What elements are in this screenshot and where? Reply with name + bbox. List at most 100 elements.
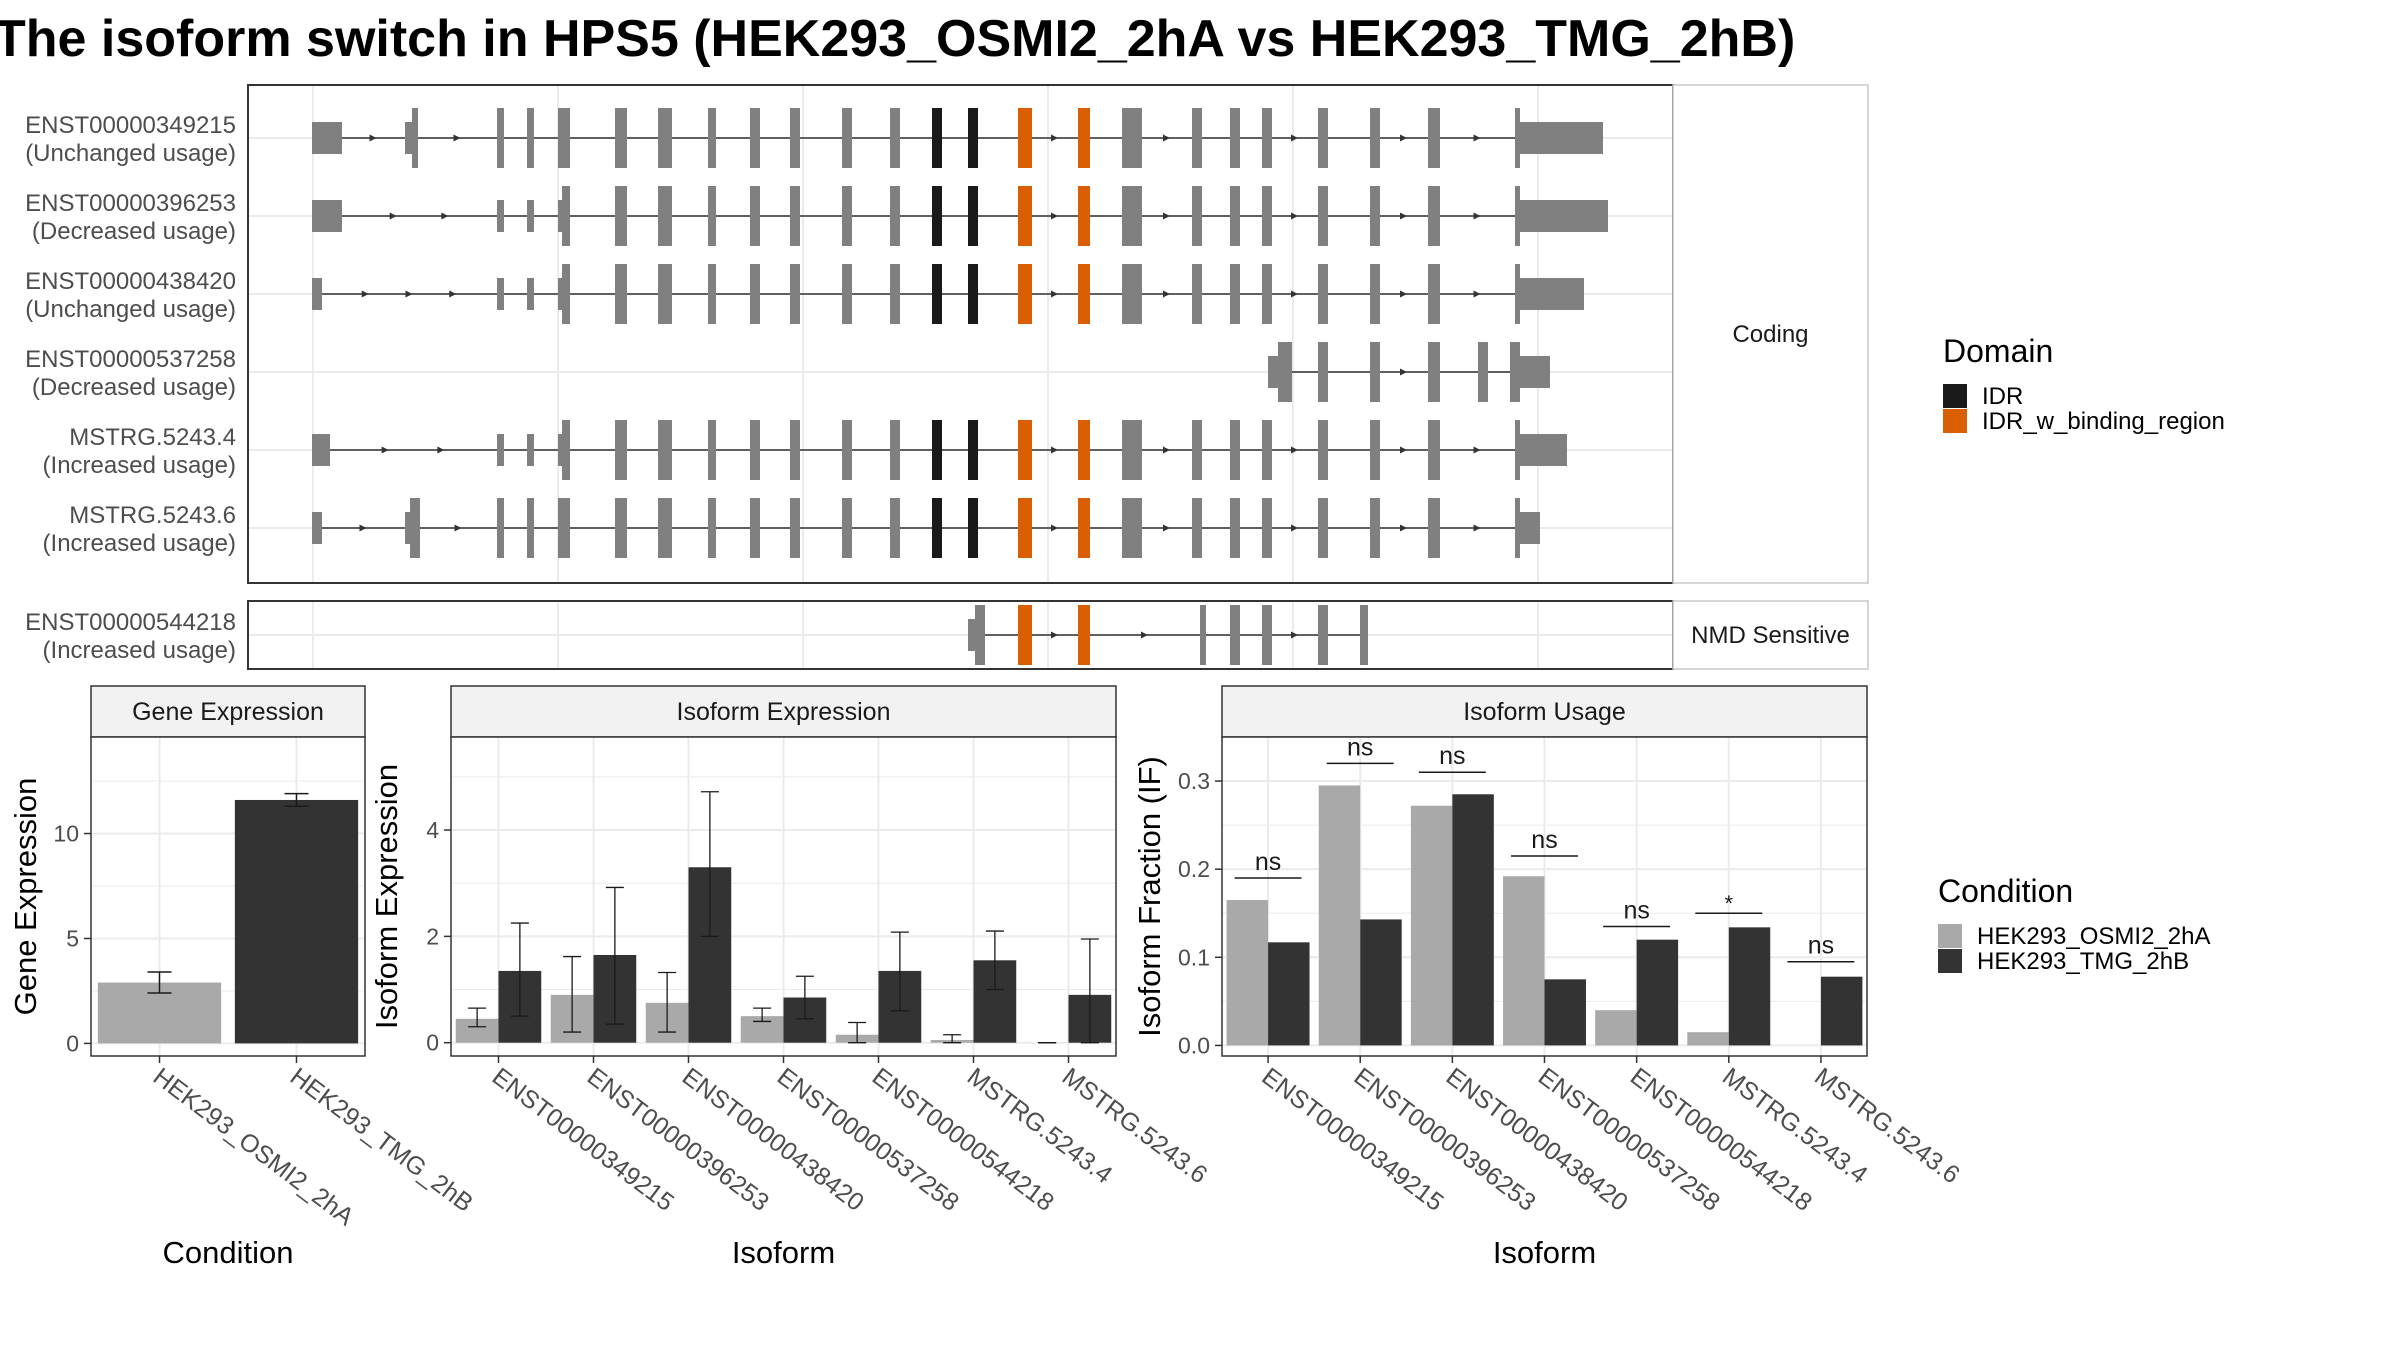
isoform-id-label: MSTRG.5243.4 <box>69 424 236 451</box>
transcript-ENST00000349215-exon <box>842 108 852 168</box>
transcript-ENST00000438420-exon <box>790 264 800 324</box>
isoform-id-label: ENST00000544218 <box>25 609 236 636</box>
transcript-ENST00000396253-strand-arrow <box>1051 212 1058 220</box>
transcript-MSTRG.5243.4-exon <box>1230 420 1240 480</box>
transcript-ENST00000438420-exon <box>527 278 534 310</box>
domain-legend-label: IDR_w_binding_region <box>1982 408 2225 435</box>
transcript-MSTRG.5243.4-exon <box>1192 420 1202 480</box>
transcript-ENST00000349215-strand-arrow <box>369 134 377 142</box>
transcript-MSTRG.5243.4-exon <box>790 420 800 480</box>
transcript-ENST00000438420-exon <box>558 278 562 310</box>
transcript-ENST00000349215-exon <box>750 108 760 168</box>
bar <box>1452 794 1494 1046</box>
transcript-ENST00000537258-exon <box>1268 356 1278 388</box>
transcript-ENST00000537258-strand-arrow <box>1400 368 1407 376</box>
transcript-MSTRG.5243.4-exon <box>750 420 760 480</box>
transcript-ENST00000438420-exon <box>890 264 900 324</box>
transcript-ENST00000438420-exon <box>842 264 852 324</box>
transcript-ENST00000438420-exon <box>1262 264 1272 324</box>
transcript-ENST00000537258-exon <box>1520 356 1550 388</box>
transcript-ENST00000396253-exon <box>527 200 534 232</box>
transcript-ENST00000438420-idr-domain <box>932 264 942 324</box>
transcript-ENST00000396253-exon <box>1370 186 1380 246</box>
transcript-MSTRG.5243.4-exon <box>558 434 562 466</box>
transcript-ENST00000349215-idr-binding-domain <box>1018 108 1032 168</box>
transcript-MSTRG.5243.6-exon <box>1262 498 1272 558</box>
transcript-ENST00000396253-exon <box>1520 200 1608 232</box>
transcript-ENST00000349215-strand-arrow <box>1051 134 1058 142</box>
transcript-ENST00000438420-exon <box>1515 264 1520 324</box>
chart-strip <box>1221 685 1868 738</box>
transcript-ENST00000544218-exon <box>1200 605 1206 665</box>
transcript-ENST00000544218-exon <box>968 619 975 651</box>
domain-legend-title: Domain <box>1943 333 2053 369</box>
transcript-ENST00000349215-exon <box>405 122 412 154</box>
y-axis-title: Isoform Fraction (IF) <box>1132 756 1167 1037</box>
y-tick-label: 10 <box>53 821 79 847</box>
transcript-MSTRG.5243.4-exon <box>890 420 900 480</box>
transcript-ENST00000438420-exon <box>658 264 672 324</box>
transcript-ENST00000438420-exon <box>1318 264 1328 324</box>
chart-title: Gene Expression <box>132 698 324 726</box>
transcript-ENST00000438420-idr-binding-domain <box>1018 264 1032 324</box>
transcript-MSTRG.5243.4-exon <box>1262 420 1272 480</box>
significance-label: ns <box>1255 848 1281 876</box>
transcript-ENST00000349215-exon <box>790 108 800 168</box>
transcript-MSTRG.5243.6-exon <box>658 498 672 558</box>
transcript-ENST00000537258-exon <box>1428 342 1440 402</box>
isoform-id-label: MSTRG.5243.6 <box>69 502 236 529</box>
bar <box>1595 1010 1637 1046</box>
transcript-MSTRG.5243.4-exon <box>527 434 534 466</box>
transcript-ENST00000349215-strand-arrow <box>1473 134 1481 142</box>
transcript-ENST00000544218-strand-arrow <box>1141 631 1148 639</box>
transcript-MSTRG.5243.4-exon <box>658 420 672 480</box>
transcript-MSTRG.5243.6-exon <box>312 512 322 544</box>
transcript-MSTRG.5243.6-strand-arrow <box>454 524 462 532</box>
transcript-MSTRG.5243.6-idr-binding-domain <box>1018 498 1032 558</box>
condition-legend-key <box>1938 924 1962 948</box>
transcript-ENST00000544218-exon <box>1262 605 1272 665</box>
transcript-MSTRG.5243.6-idr-domain <box>932 498 942 558</box>
transcript-MSTRG.5243.4-exon <box>1428 420 1440 480</box>
transcript-ENST00000349215-exon <box>497 108 504 168</box>
domain-legend-key <box>1943 409 1967 433</box>
transcript-ENST00000537258-exon <box>1278 342 1292 402</box>
transcript-MSTRG.5243.4-idr-binding-domain <box>1078 420 1090 480</box>
transcript-ENST00000544218-exon <box>975 605 985 665</box>
transcript-MSTRG.5243.4-idr-domain <box>968 420 978 480</box>
transcript-MSTRG.5243.4-strand-arrow <box>1163 446 1170 454</box>
transcript-ENST00000438420-exon <box>708 264 716 324</box>
transcript-MSTRG.5243.6-exon <box>1370 498 1380 558</box>
transcript-ENST00000396253-idr-binding-domain <box>1078 186 1090 246</box>
transcript-MSTRG.5243.4-exon <box>1122 420 1142 480</box>
isoform-id-label: ENST00000349215 <box>25 112 236 139</box>
transcript-ENST00000396253-strand-arrow <box>389 212 397 220</box>
transcript-MSTRG.5243.6-exon <box>615 498 627 558</box>
transcript-ENST00000544218-exon <box>1360 605 1368 665</box>
structure-panel-bg <box>248 85 1673 583</box>
transcript-ENST00000349215-exon <box>1192 108 1202 168</box>
transcript-ENST00000349215-exon <box>527 108 534 168</box>
transcript-MSTRG.5243.4-exon <box>1370 420 1380 480</box>
transcript-MSTRG.5243.4-exon <box>562 420 570 480</box>
transcript-ENST00000349215-exon <box>558 108 570 168</box>
transcript-ENST00000349215-exon <box>1515 108 1520 168</box>
transcript-ENST00000544218-idr-binding-domain <box>1078 605 1090 665</box>
bar <box>1360 919 1402 1046</box>
domain-legend-key <box>1943 384 1967 408</box>
transcript-MSTRG.5243.6-exon <box>842 498 852 558</box>
transcript-ENST00000396253-exon <box>1318 186 1328 246</box>
transcript-MSTRG.5243.4-exon <box>615 420 627 480</box>
x-axis-title: Isoform <box>732 1235 835 1270</box>
bar <box>1728 927 1771 1046</box>
y-tick-label: 2 <box>426 923 439 949</box>
transcript-MSTRG.5243.6-strand-arrow <box>1400 524 1407 532</box>
transcript-ENST00000438420-exon <box>750 264 760 324</box>
transcript-MSTRG.5243.4-idr-domain <box>932 420 942 480</box>
isoform-id-label: ENST00000537258 <box>25 346 236 373</box>
y-tick-label: 5 <box>66 925 79 951</box>
transcript-MSTRG.5243.4-exon <box>312 434 330 466</box>
transcript-ENST00000438420-exon <box>1370 264 1380 324</box>
isoform-usage-label: (Decreased usage) <box>32 374 236 401</box>
